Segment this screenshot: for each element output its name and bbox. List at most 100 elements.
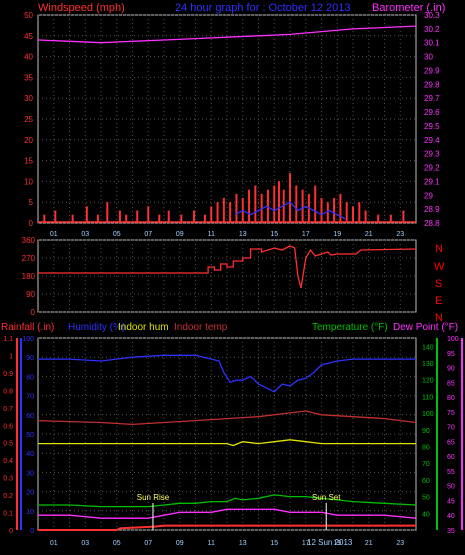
barometer-tick-label: 28.8 (424, 219, 440, 228)
x-tick-label: 09 (176, 231, 184, 238)
top-grid (38, 14, 416, 224)
dewpoint-tick-label: 70 (447, 425, 455, 432)
windspeed-tick-label: 0 (29, 219, 34, 228)
sun-rise-label: Sun Rise (137, 493, 170, 502)
rainfall-tick-label: 0.1 (3, 511, 13, 518)
wind-direction-line (38, 245, 417, 289)
dewpoint-axis-title: Dew Point (°F) (393, 322, 458, 333)
rainfall-tick-label: 0.7 (3, 406, 13, 413)
dewpoint-tick-label: 100 (447, 336, 459, 343)
humidity-tick-label: 40 (26, 451, 34, 458)
bottom-axis-lines (16, 338, 463, 530)
compass-letter: E (435, 295, 442, 307)
temperature-ticks: 40 50 60 70 80 90 100 110 120 130 140 (422, 344, 434, 518)
x-tick-label: 23 (396, 231, 404, 238)
barometer-tick-label: 29.3 (424, 150, 440, 159)
rainfall-tick-label: 0.8 (3, 388, 13, 395)
humidity-tick-label: 60 (26, 413, 34, 420)
rainfall-tick-label: 0.3 (3, 476, 13, 483)
windspeed-tick-label: 20 (24, 136, 33, 145)
temperature-tick-label: 80 (422, 445, 430, 452)
direction-tick-label: 270 (22, 254, 36, 263)
humidity-tick-label: 0 (30, 528, 34, 535)
top-x-ticks: 01 03 05 07 09 11 13 15 17 19 21 23 (50, 231, 404, 238)
humidity-tick-label: 90 (26, 355, 34, 362)
barometer-tick-label: 29.4 (424, 136, 440, 145)
x-tick-label: 13 (239, 231, 247, 238)
barometer-tick-label: 29.9 (424, 66, 440, 75)
humidity-tick-label: 100 (22, 336, 34, 343)
barometer-tick-label: 28.9 (424, 205, 440, 214)
x-tick-label: 09 (176, 540, 184, 547)
temperature-tick-label: 130 (422, 361, 434, 368)
barometer-tick-label: 29.8 (424, 80, 440, 89)
sun-annotations: Sun Rise Sun Set (137, 493, 341, 530)
barometer-tick-label: 29.2 (424, 164, 440, 173)
rainfall-tick-label: 0.5 (3, 441, 13, 448)
windspeed-tick-label: 30 (24, 94, 33, 103)
rainfall-line (38, 524, 416, 531)
dewpoint-tick-label: 35 (447, 528, 455, 535)
barometer-tick-label: 29.5 (424, 122, 440, 131)
barometer-tick-label: 29 (424, 191, 433, 200)
barometer-tick-label: 29.7 (424, 94, 440, 103)
rainfall-tick-label: 1.1 (3, 336, 13, 343)
windspeed-tick-label: 25 (24, 115, 33, 124)
compass-letter: N (435, 243, 443, 255)
x-tick-label: 03 (81, 540, 89, 547)
compass-letter: S (435, 278, 442, 290)
barometer-tick-label: 30 (424, 53, 433, 62)
x-tick-label: 01 (50, 540, 58, 547)
windspeed-ticks: 0 5 10 15 20 25 30 35 40 45 50 (24, 11, 33, 228)
x-tick-label: 23 (396, 540, 404, 547)
dewpoint-tick-label: 90 (447, 366, 455, 373)
rainfall-tick-label: 0.6 (3, 423, 13, 430)
humidity-tick-label: 20 (26, 490, 34, 497)
sun-date-label: 12 Sun 2013 (307, 538, 353, 547)
windspeed-tick-label: 35 (24, 73, 33, 82)
barometer-tick-label: 29.1 (424, 177, 440, 186)
humidity-tick-label: 80 (26, 374, 34, 381)
rainfall-ticks: 0 0.1 0.2 0.3 0.4 0.5 0.6 0.7 0.8 0.9 1 1.1 (3, 336, 13, 535)
dewpoint-ticks: 35 40 45 50 55 60 65 70 75 80 85 90 95 100 (447, 336, 459, 535)
dewpoint-tick-label: 60 (447, 454, 455, 461)
rainfall-tick-label: 0.9 (3, 371, 13, 378)
x-tick-label: 15 (270, 231, 278, 238)
barometer-ticks: 28.8 28.9 29 29.1 29.2 29.3 29.4 29.5 29.6 29.7 29… (424, 11, 440, 228)
x-tick-label: 17 (302, 231, 310, 238)
rainfall-tick-label: 1 (9, 353, 13, 360)
barometer-tick-label: 30.2 (424, 25, 440, 34)
middle-panel: 0 90 180 270 360 N W S E N (22, 236, 445, 324)
dewpoint-tick-label: 45 (447, 498, 455, 505)
x-tick-label: 07 (144, 540, 152, 547)
windspeed-tick-label: 50 (24, 11, 33, 20)
dewpoint-tick-label: 85 (447, 380, 455, 387)
dewpoint-tick-label: 65 (447, 439, 455, 446)
compass-letters: N W S E N (434, 243, 445, 324)
direction-tick-label: 90 (26, 290, 35, 299)
middle-grid (38, 239, 416, 313)
temperature-line (38, 494, 417, 508)
dewpoint-tick-label: 40 (447, 513, 455, 520)
compass-letter: N (435, 312, 443, 324)
bottom-series (37, 354, 417, 531)
rainfall-axis-title: Rainfall (.in) (1, 322, 54, 333)
x-tick-label: 01 (50, 231, 58, 238)
bottom-x-ticks: 01 03 05 07 09 11 13 15 17 19 21 23 (50, 540, 404, 547)
windspeed-tick-label: 15 (24, 157, 33, 166)
top-series (37, 25, 417, 223)
indoor-hum-line (38, 439, 416, 447)
windspeed-tick-label: 5 (29, 198, 34, 207)
rainfall-tick-label: 0.4 (3, 458, 13, 465)
temperature-tick-label: 90 (422, 428, 430, 435)
windspeed-tick-label: 45 (24, 32, 33, 41)
bottom-grid (38, 337, 416, 531)
x-tick-label: 15 (270, 540, 278, 547)
humidity-tick-label: 50 (26, 432, 34, 439)
x-tick-label: 19 (333, 540, 341, 547)
dewpoint-line (38, 508, 417, 519)
x-tick-label: 17 (302, 540, 310, 547)
temperature-tick-label: 120 (422, 378, 434, 385)
x-tick-label: 03 (81, 231, 89, 238)
